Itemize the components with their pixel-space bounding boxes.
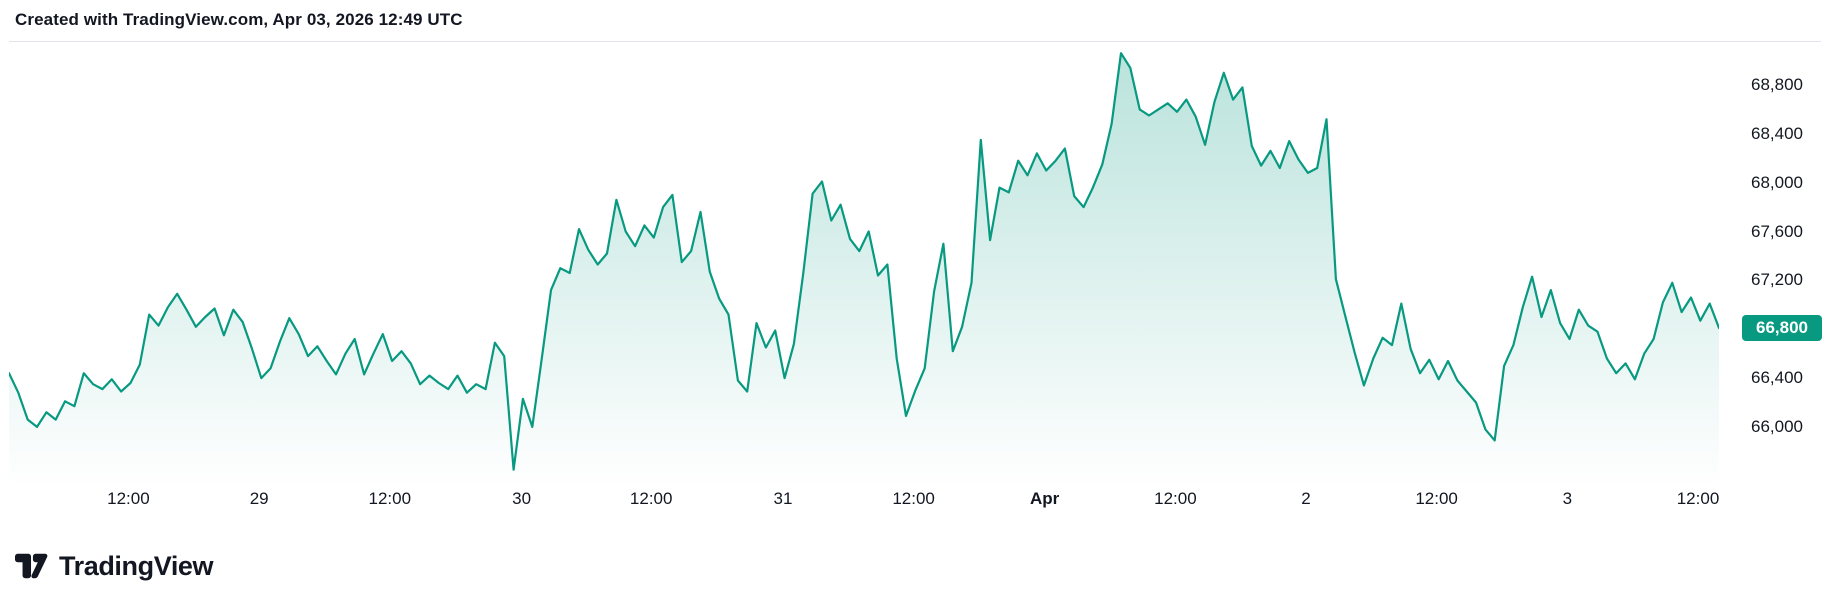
price-axis-label: 67,200 <box>1751 270 1803 290</box>
price-line <box>9 52 1719 471</box>
tradingview-logo-icon <box>15 553 48 579</box>
time-axis-label: 30 <box>512 489 532 508</box>
price-axis-label: 68,800 <box>1751 75 1803 94</box>
time-axis-label: Apr <box>1029 489 1060 508</box>
time-axis-label: 12:00 <box>1676 489 1720 508</box>
time-axis-label: 2 <box>1301 489 1311 508</box>
price-axis-label: 68,400 <box>1751 123 1803 143</box>
time-axis-label: 3 <box>1562 489 1573 508</box>
time-axis-label: 12:00 <box>368 489 412 508</box>
time-axis-label: 12:00 <box>892 489 935 508</box>
price-axis-label: 67,600 <box>1751 221 1803 241</box>
tradingview-logo-text: TradingView <box>59 550 214 581</box>
price-area-svg[interactable] <box>9 41 1719 488</box>
price-axis[interactable]: 66,000 66,400 66,800 67,200 67,600 68,000 68,4… <box>1740 41 1830 488</box>
time-axis-label: 12:00 <box>1415 489 1458 508</box>
price-axis-label: 68,000 <box>1751 172 1803 192</box>
time-axis-label: 31 <box>773 489 793 508</box>
price-axis-label: 66,000 <box>1751 416 1803 436</box>
time-axis-label: 29 <box>249 489 269 508</box>
time-axis-label: 12:00 <box>1154 489 1197 508</box>
time-axis-label: 12:00 <box>629 489 673 508</box>
price-axis-label: 66,400 <box>1751 368 1803 388</box>
chart-border <box>9 41 1821 42</box>
time-axis[interactable]: 12:00 29 12:00 30 12:00 31 12:00 Apr 12:00 2 12:00… <box>9 489 1739 513</box>
attribution-text: Created with TradingView.com, Apr 03, 20… <box>15 10 463 29</box>
last-price-badge: 66,800 <box>1742 315 1822 341</box>
time-axis-label: 12:00 <box>107 489 150 508</box>
tradingview-logo[interactable]: TradingView <box>15 550 214 581</box>
area-fill <box>9 53 1719 488</box>
